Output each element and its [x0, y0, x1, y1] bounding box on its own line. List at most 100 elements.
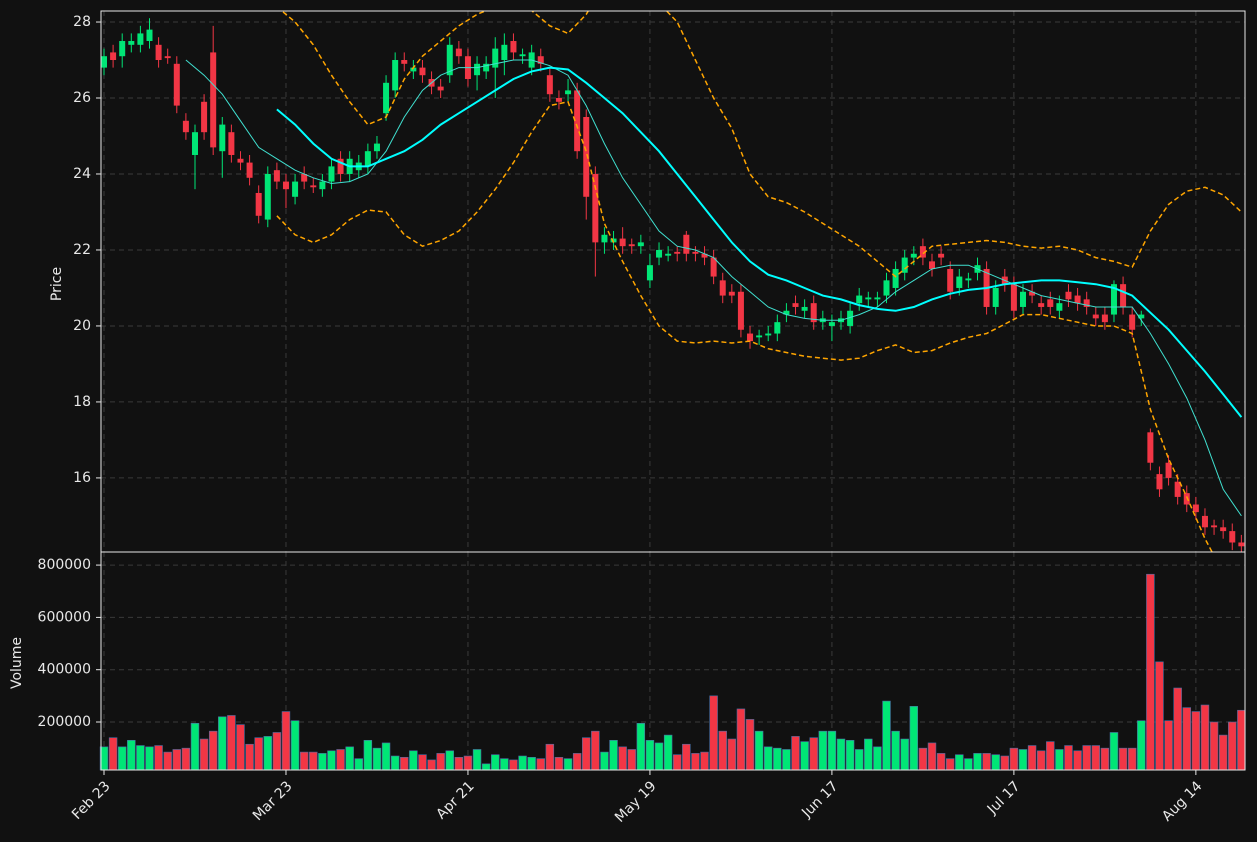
- candle-body: [110, 52, 117, 61]
- y-tick-label: 800000: [38, 557, 91, 573]
- candle-body: [947, 268, 954, 292]
- volume-bar: [427, 759, 436, 771]
- candle-body: [1147, 432, 1154, 463]
- candle-body: [592, 173, 599, 243]
- candle-body: [155, 44, 162, 61]
- candle-body: [446, 44, 453, 76]
- candle-body: [965, 278, 972, 281]
- volume-bar: [791, 736, 800, 771]
- volume-bar: [272, 732, 282, 771]
- volume-bar: [290, 720, 300, 771]
- candle-body: [1074, 295, 1081, 304]
- volume-bar: [782, 749, 791, 771]
- volume-bar: [836, 738, 846, 771]
- candle-body: [182, 120, 189, 133]
- candle-body: [683, 234, 690, 254]
- volume-bar: [1237, 709, 1246, 771]
- y-tick-label: 24: [73, 166, 91, 182]
- candle-body: [847, 310, 854, 326]
- volume-bar: [363, 740, 373, 771]
- volume-bar: [154, 745, 163, 771]
- candle-body: [865, 297, 872, 300]
- volume-bar: [1118, 747, 1128, 771]
- candle-body: [1092, 314, 1099, 319]
- y-tick-label: 200000: [38, 714, 91, 730]
- volume-bar: [518, 755, 527, 771]
- candle-body: [883, 280, 890, 296]
- volume-bar: [1228, 721, 1237, 771]
- candle-body: [328, 166, 335, 182]
- candle-body: [619, 238, 626, 247]
- volume-bar: [563, 758, 573, 771]
- volume-bar: [1000, 755, 1010, 771]
- volume-bar: [1055, 749, 1064, 771]
- volume-bar: [117, 746, 127, 771]
- volume-bar: [718, 730, 727, 771]
- candle-body: [246, 162, 253, 178]
- volume-bar: [1082, 745, 1091, 771]
- candle-body: [1038, 303, 1045, 307]
- volume-bar: [218, 716, 227, 771]
- candle-body: [892, 268, 899, 288]
- indicator-line: [185, 59, 1242, 517]
- candle-body: [137, 33, 144, 45]
- volume-bar: [618, 746, 627, 771]
- candle-body: [628, 244, 635, 247]
- candle-body: [792, 303, 799, 307]
- candle-body: [956, 276, 963, 288]
- candle-body: [856, 295, 863, 304]
- candle-body: [483, 63, 490, 72]
- candle-body: [191, 132, 198, 155]
- candle-body: [928, 261, 936, 269]
- volume-bar: [372, 747, 382, 771]
- candle-body: [1229, 531, 1236, 543]
- candle-body: [919, 246, 926, 258]
- candle-body: [637, 242, 644, 247]
- volume-bar: [127, 740, 136, 771]
- candle-body: [1192, 504, 1199, 513]
- volume-bar: [299, 751, 309, 771]
- candle-body: [510, 41, 517, 53]
- candle-body: [128, 41, 135, 45]
- volume-bar: [1046, 741, 1055, 771]
- candle-body: [282, 181, 289, 190]
- volume-bar: [918, 747, 928, 771]
- candle-body: [474, 63, 481, 76]
- volume-bar: [1164, 720, 1173, 771]
- y-tick-label: 400000: [38, 662, 91, 678]
- candle-body: [292, 181, 299, 197]
- volume-bar: [327, 750, 336, 771]
- volume-bar: [509, 759, 518, 771]
- volume-bar: [1146, 573, 1155, 771]
- volume-bar: [1064, 745, 1073, 771]
- volume-bar: [472, 749, 482, 771]
- volume-frame: [100, 551, 1246, 771]
- volume-bar: [463, 755, 473, 771]
- volume-bar: [545, 743, 555, 771]
- volume-bar: [873, 746, 882, 771]
- candle-body: [665, 253, 672, 256]
- candle-body: [1065, 291, 1072, 300]
- volume-bar: [645, 740, 655, 771]
- candle-body: [737, 291, 744, 330]
- indicator-line: [280, 11, 1242, 278]
- volume-bar: [572, 753, 582, 771]
- volume-bar: [354, 758, 363, 771]
- volume-bar: [964, 758, 973, 771]
- candle-body: [1138, 314, 1145, 319]
- volume-bar: [691, 753, 700, 771]
- volume-bar: [700, 751, 709, 771]
- candle-body: [765, 333, 772, 336]
- candle-body: [364, 151, 371, 167]
- volume-bar: [1091, 745, 1100, 771]
- volume-bar: [236, 724, 245, 771]
- volume-bar: [491, 754, 500, 771]
- volume-bar: [609, 740, 618, 771]
- volume-axis-label: Volume: [9, 637, 25, 689]
- candle-body: [537, 56, 544, 64]
- candle-body: [783, 310, 790, 315]
- candle-body: [1101, 314, 1108, 323]
- indicator-line: [276, 66, 1243, 418]
- candle-body: [201, 101, 208, 133]
